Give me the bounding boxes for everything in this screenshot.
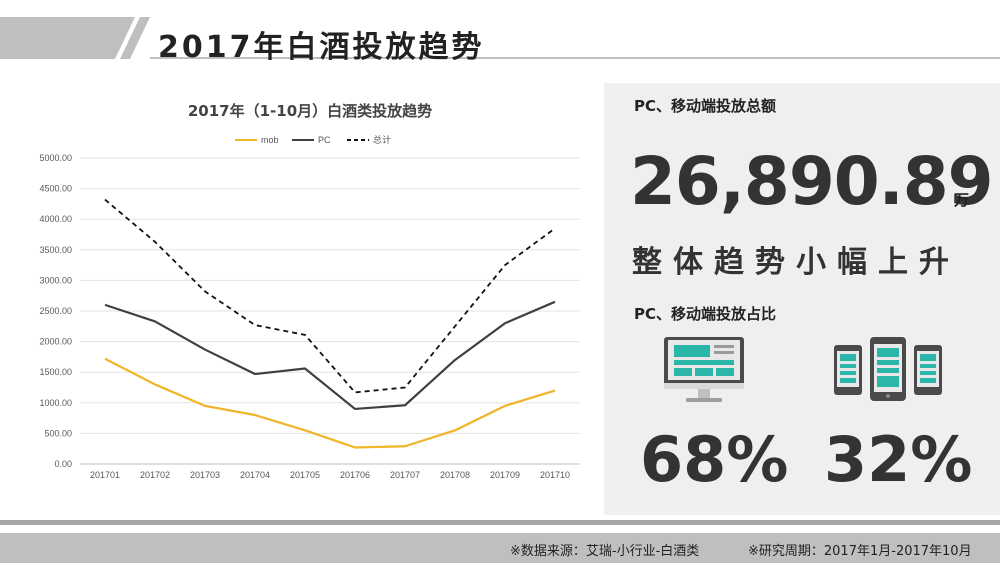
- total-value: 26,890.89: [630, 143, 994, 220]
- header-bar: [0, 17, 1000, 59]
- legend-label: 总计: [373, 134, 391, 145]
- mobile-phones-icon: [832, 337, 944, 407]
- total-heading: PC、移动端投放总额: [634, 97, 777, 115]
- trend-text: 整体趋势小幅上升: [632, 245, 960, 280]
- y-tick-label: 0.00: [54, 459, 72, 469]
- x-tick-label: 201710: [540, 470, 570, 480]
- y-tick-label: 500.00: [44, 428, 72, 438]
- x-tick-label: 201708: [440, 470, 470, 480]
- series-line-mob: [104, 357, 556, 449]
- chart-title: 2017年（1-10月）白酒类投放趋势: [187, 102, 433, 120]
- footer-bar: [0, 533, 1000, 563]
- total-unit: 万: [954, 191, 970, 209]
- y-tick-label: 1500.00: [39, 367, 72, 377]
- x-tick-label: 201702: [140, 470, 170, 480]
- line-chart: 0.00 500.00 1000.00 1500.00 2000.00 2500.00 30…: [39, 134, 580, 480]
- y-tick-label: 4000.00: [39, 214, 72, 224]
- y-tick-label: 3500.00: [39, 245, 72, 255]
- mobile-share-value: 32%: [824, 423, 973, 496]
- y-tick-label: 2000.00: [39, 337, 72, 347]
- share-heading: PC、移动端投放占比: [634, 305, 777, 323]
- legend-label: mob: [261, 135, 279, 145]
- pc-share-value: 68%: [640, 423, 789, 496]
- desktop-monitor-icon: [662, 335, 746, 409]
- series-line-PC: [104, 300, 556, 411]
- x-tick-label: 201705: [290, 470, 320, 480]
- header-decoration: [0, 17, 1000, 59]
- data-source: ※数据来源：艾瑞-小行业-白酒类: [510, 544, 700, 559]
- page-title: 2017年白酒投放趋势: [158, 30, 485, 65]
- series-line-总计: [104, 198, 556, 394]
- x-tick-label: 201701: [90, 470, 120, 480]
- y-tick-label: 2500.00: [39, 306, 72, 316]
- summary-panel: PC、移动端投放总额 26,890.89 万 整体趋势小幅上升 PC、移动端投放…: [604, 83, 1000, 515]
- footer-divider: [0, 520, 1000, 525]
- x-tick-label: 201709: [490, 470, 520, 480]
- y-tick-label: 4500.00: [39, 184, 72, 194]
- x-tick-label: 201704: [240, 470, 270, 480]
- legend-label: PC: [318, 135, 331, 145]
- y-tick-label: 3000.00: [39, 275, 72, 285]
- y-tick-label: 5000.00: [39, 153, 72, 163]
- research-period: ※研究周期：2017年1月-2017年10月: [748, 544, 972, 559]
- x-tick-label: 201707: [390, 470, 420, 480]
- x-tick-label: 201706: [340, 470, 370, 480]
- x-tick-label: 201703: [190, 470, 220, 480]
- y-tick-label: 1000.00: [39, 398, 72, 408]
